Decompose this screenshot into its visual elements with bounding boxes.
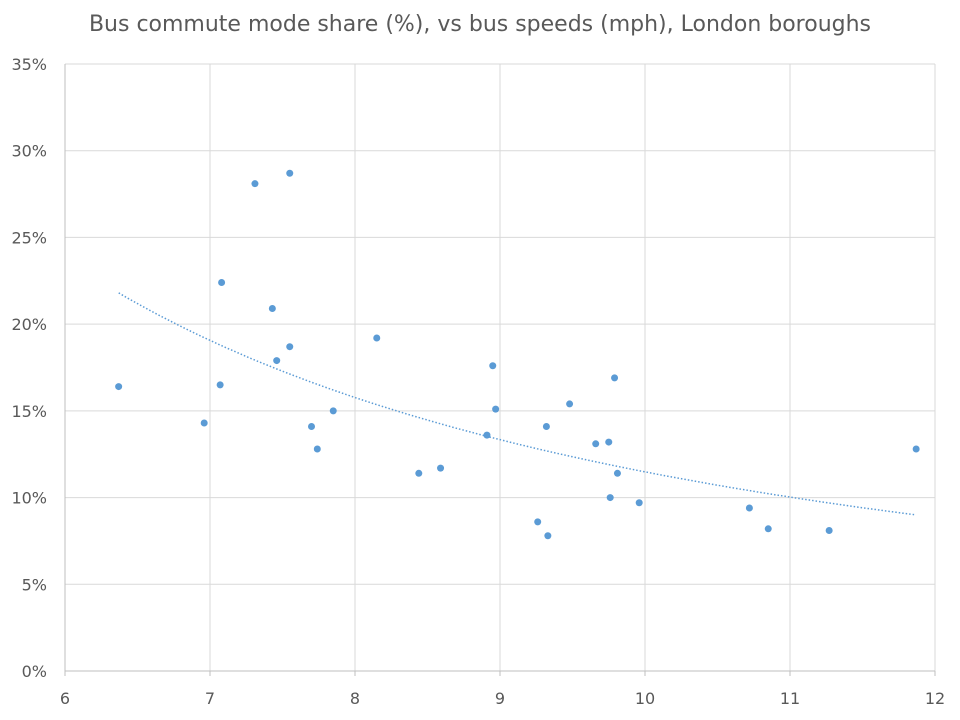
data-point bbox=[286, 343, 294, 351]
trendline bbox=[118, 292, 917, 516]
data-point bbox=[437, 464, 445, 472]
x-tick-label: 10 bbox=[635, 689, 655, 708]
data-point bbox=[286, 169, 294, 177]
data-point bbox=[329, 407, 337, 415]
data-point bbox=[308, 422, 315, 430]
data-point bbox=[115, 383, 123, 391]
data-point bbox=[745, 504, 753, 512]
data-point bbox=[611, 374, 619, 382]
y-tick-label: 0% bbox=[22, 662, 47, 681]
data-point bbox=[592, 440, 600, 448]
data-point bbox=[415, 469, 423, 477]
trendline-group bbox=[118, 292, 917, 516]
data-point bbox=[313, 445, 321, 453]
data-point bbox=[542, 422, 550, 430]
data-point bbox=[200, 419, 208, 427]
data-point bbox=[544, 532, 552, 540]
y-tick-label: 15% bbox=[11, 402, 47, 421]
data-point bbox=[912, 445, 920, 453]
y-tick-label: 35% bbox=[11, 55, 47, 74]
data-point bbox=[566, 400, 574, 408]
data-point bbox=[268, 305, 276, 313]
data-point bbox=[613, 469, 621, 477]
data-point bbox=[251, 180, 259, 188]
y-tick-label: 25% bbox=[11, 228, 47, 247]
data-point bbox=[489, 362, 497, 370]
x-tick-labels: 6 7 8 9 10 11 12 bbox=[60, 689, 945, 708]
y-tick-labels: 0% 5% 10% 15% 20% 25% 30% 35% bbox=[11, 55, 47, 681]
data-points bbox=[115, 169, 920, 540]
data-point bbox=[605, 438, 613, 446]
y-tick-label: 30% bbox=[11, 142, 47, 161]
data-point bbox=[483, 431, 491, 439]
data-point bbox=[534, 518, 542, 526]
x-tick-label: 8 bbox=[350, 689, 360, 708]
x-tick-label: 7 bbox=[205, 689, 215, 708]
x-gridlines bbox=[209, 64, 936, 671]
y-tick-label: 20% bbox=[11, 315, 47, 334]
axes bbox=[64, 64, 936, 676]
x-tick-label: 12 bbox=[925, 689, 945, 708]
y-tick-label: 10% bbox=[11, 489, 47, 508]
data-point bbox=[218, 279, 226, 287]
x-tick-label: 11 bbox=[780, 689, 800, 708]
data-point bbox=[635, 499, 643, 507]
data-point bbox=[273, 357, 281, 365]
data-point bbox=[825, 527, 833, 535]
data-point bbox=[373, 334, 381, 342]
data-point bbox=[492, 405, 500, 413]
x-tick-label: 9 bbox=[495, 689, 505, 708]
data-point bbox=[216, 381, 224, 389]
data-point bbox=[764, 525, 772, 533]
x-tick-label: 6 bbox=[60, 689, 70, 708]
y-tick-label: 5% bbox=[22, 575, 47, 594]
chart-title: Bus commute mode share (%), vs bus speed… bbox=[88, 12, 872, 37]
data-point bbox=[606, 494, 614, 502]
